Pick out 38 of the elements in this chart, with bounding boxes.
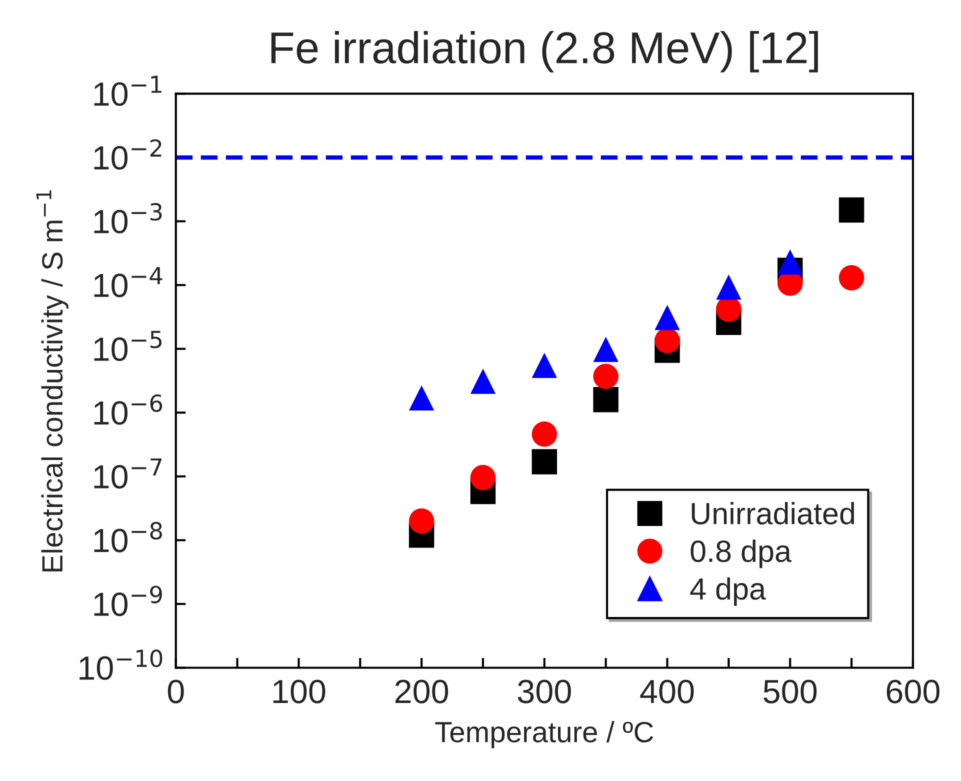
- legend-label: 0.8 dpa: [690, 540, 792, 568]
- y-axis-title: Electrical conductivity / S m$^{−1}$: [36, 190, 68, 572]
- point: [777, 249, 803, 275]
- y-tick-label: 10$^{−8}$: [94, 522, 162, 552]
- point: [593, 364, 618, 390]
- x-axis-title: Temperature / ºC: [435, 721, 654, 748]
- x-tick-label: 200: [395, 680, 448, 704]
- y-tick-label: 10$^{−4}$: [94, 267, 162, 298]
- x-tick-label: 400: [640, 680, 694, 704]
- y-tick-label: 10$^{−9}$: [94, 586, 162, 616]
- point: [470, 464, 496, 490]
- point: [532, 449, 558, 474]
- point: [593, 386, 618, 412]
- y-tick-label: 10$^{−1}$: [94, 76, 162, 106]
- y-tick-label: 10$^{−10}$: [80, 650, 162, 680]
- point: [838, 197, 864, 223]
- x-tick-label: 600: [886, 680, 940, 704]
- y-tick-label: 10$^{−3}$: [94, 203, 162, 234]
- point: [593, 336, 618, 362]
- y-tick-label: 10$^{−6}$: [94, 394, 162, 425]
- point: [408, 385, 434, 411]
- y-tick-label: 10$^{−2}$: [94, 139, 162, 170]
- y-tick-label: 10$^{−5}$: [94, 330, 162, 362]
- point: [654, 304, 680, 330]
- legend-label: 4 dpa: [690, 577, 766, 606]
- x-tick-label: 500: [764, 680, 817, 704]
- point: [716, 274, 742, 300]
- point: [408, 508, 434, 534]
- point: [532, 352, 558, 378]
- x-tick-label: 0: [168, 680, 184, 704]
- chart-title: Fe irradiation (2.8 MeV) [12]: [271, 30, 818, 72]
- point: [470, 368, 496, 394]
- point: [532, 422, 558, 447]
- x-tick-label: 300: [518, 680, 571, 704]
- x-tick-label: 100: [273, 680, 326, 704]
- point: [838, 265, 864, 290]
- y-tick-label: 10$^{−7}$: [94, 458, 162, 489]
- legend-label: Unirradiated: [692, 502, 854, 524]
